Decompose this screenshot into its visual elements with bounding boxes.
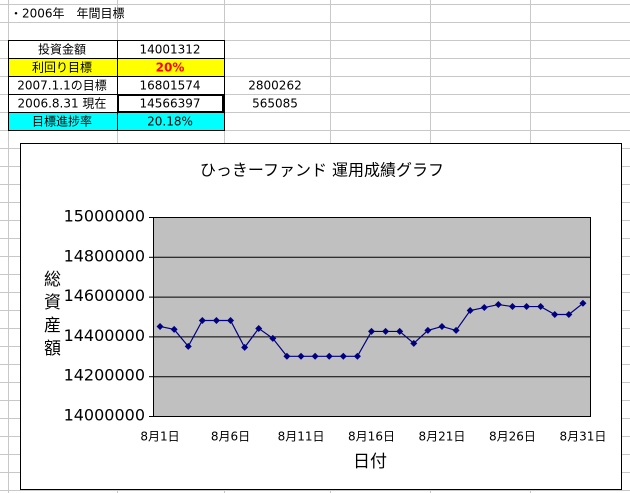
data-point [466,307,474,315]
y-tick-label: 14800000 [64,246,145,265]
data-point [508,303,516,311]
cell-text: 20% [156,61,185,75]
y-tick-label: 14600000 [64,286,145,305]
data-point [565,311,573,319]
cell-text: 2007.1.1の目標 [17,79,106,93]
y-tick-label: 14400000 [64,326,145,345]
data-point [438,322,446,330]
data-point [339,352,347,360]
data-point [156,322,164,330]
data-point [368,327,375,335]
cell-text: 565085 [252,97,298,111]
y-tick-label: 15000000 [64,207,145,226]
chart-title: ひっきーファンド 運用成績グラフ [200,161,444,180]
data-point [480,304,488,312]
data-point [325,352,333,360]
data-point [297,352,305,360]
data-point [311,352,319,360]
data-point [198,316,206,324]
y-axis-label: 総資産額 [40,270,61,362]
x-tick-label: 8月26日 [489,430,536,444]
data-point [227,316,235,324]
x-tick-label: 8月11日 [278,430,325,444]
data-point [269,334,277,342]
data-point [170,325,178,333]
cell-text: 2006.8.31 現在 [18,97,107,111]
cell-text: 利回り目標 [32,61,92,75]
y-tick-label: 14200000 [64,366,145,385]
cell-text: 16801574 [139,79,200,93]
cell-text: 目標進捗率 [32,114,92,129]
data-point [241,343,249,351]
data-point [382,327,390,335]
data-point [184,342,192,350]
data-point [410,339,418,347]
x-tick-label: 8月31日 [559,430,606,444]
x-tick-label: 8月21日 [419,430,466,444]
plot-area [153,217,591,417]
table: 投資金額 14001312 利回り目標 20% 2007.1.1の目標 16801574 2… [8,40,302,131]
data-point [551,311,559,319]
data-point [283,352,291,360]
data-point [255,324,263,332]
selected-cell [117,94,224,113]
data-point [396,327,404,335]
data-point [523,303,531,311]
cell-text: 14566397 [139,97,200,111]
data-point [424,326,432,334]
cell-text: 投資金額 [38,42,86,57]
data-point [537,303,545,311]
cell-text: 2800262 [248,79,301,93]
chart: ひっきーファンド 運用成績グラフ 日付 総資産額 14000000 1420000… [40,161,606,473]
y-tick-label: 14000000 [64,406,145,425]
x-tick-label: 8月16日 [348,430,395,444]
x-tick-label: 8月6日 [211,430,250,444]
data-point [212,316,220,324]
sheet-title: ・2006年 年間目標 [10,7,125,21]
cell-text: 20.18% [147,115,193,129]
data-point [452,326,460,334]
cell-text: 14001312 [139,43,200,57]
x-tick-label: 8月1日 [140,430,179,444]
data-point [494,301,502,309]
data-point [353,352,361,360]
x-axis-label: 日付 [353,452,387,472]
data-point [579,299,587,307]
